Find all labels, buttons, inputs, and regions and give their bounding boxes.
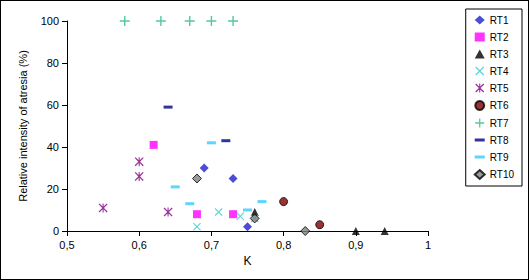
svg-text:RT1: RT1 xyxy=(490,15,509,26)
svg-text:RT2: RT2 xyxy=(490,32,509,43)
svg-text:0,8: 0,8 xyxy=(276,239,291,251)
svg-text:0,9: 0,9 xyxy=(348,239,363,251)
svg-text:40: 40 xyxy=(47,141,59,153)
svg-text:0,7: 0,7 xyxy=(204,239,219,251)
svg-text:60: 60 xyxy=(47,99,59,111)
svg-text:20: 20 xyxy=(47,183,59,195)
svg-text:RT8: RT8 xyxy=(490,135,509,146)
svg-text:K: K xyxy=(243,254,251,268)
svg-text:1: 1 xyxy=(425,239,431,251)
svg-text:RT7: RT7 xyxy=(490,118,509,129)
svg-text:80: 80 xyxy=(47,57,59,69)
svg-text:RT9: RT9 xyxy=(490,152,509,163)
svg-text:0,6: 0,6 xyxy=(132,239,147,251)
svg-text:RT4: RT4 xyxy=(490,66,509,77)
svg-text:0,5: 0,5 xyxy=(59,239,74,251)
svg-text:RT10: RT10 xyxy=(490,169,515,180)
svg-text:100: 100 xyxy=(41,15,59,27)
svg-text:0: 0 xyxy=(53,225,59,237)
svg-text:RT5: RT5 xyxy=(490,83,509,94)
svg-text:RT3: RT3 xyxy=(490,49,509,60)
svg-text:Relative intensity of atresia: Relative intensity of atresia (%) xyxy=(17,50,29,202)
svg-text:RT6: RT6 xyxy=(490,100,509,111)
